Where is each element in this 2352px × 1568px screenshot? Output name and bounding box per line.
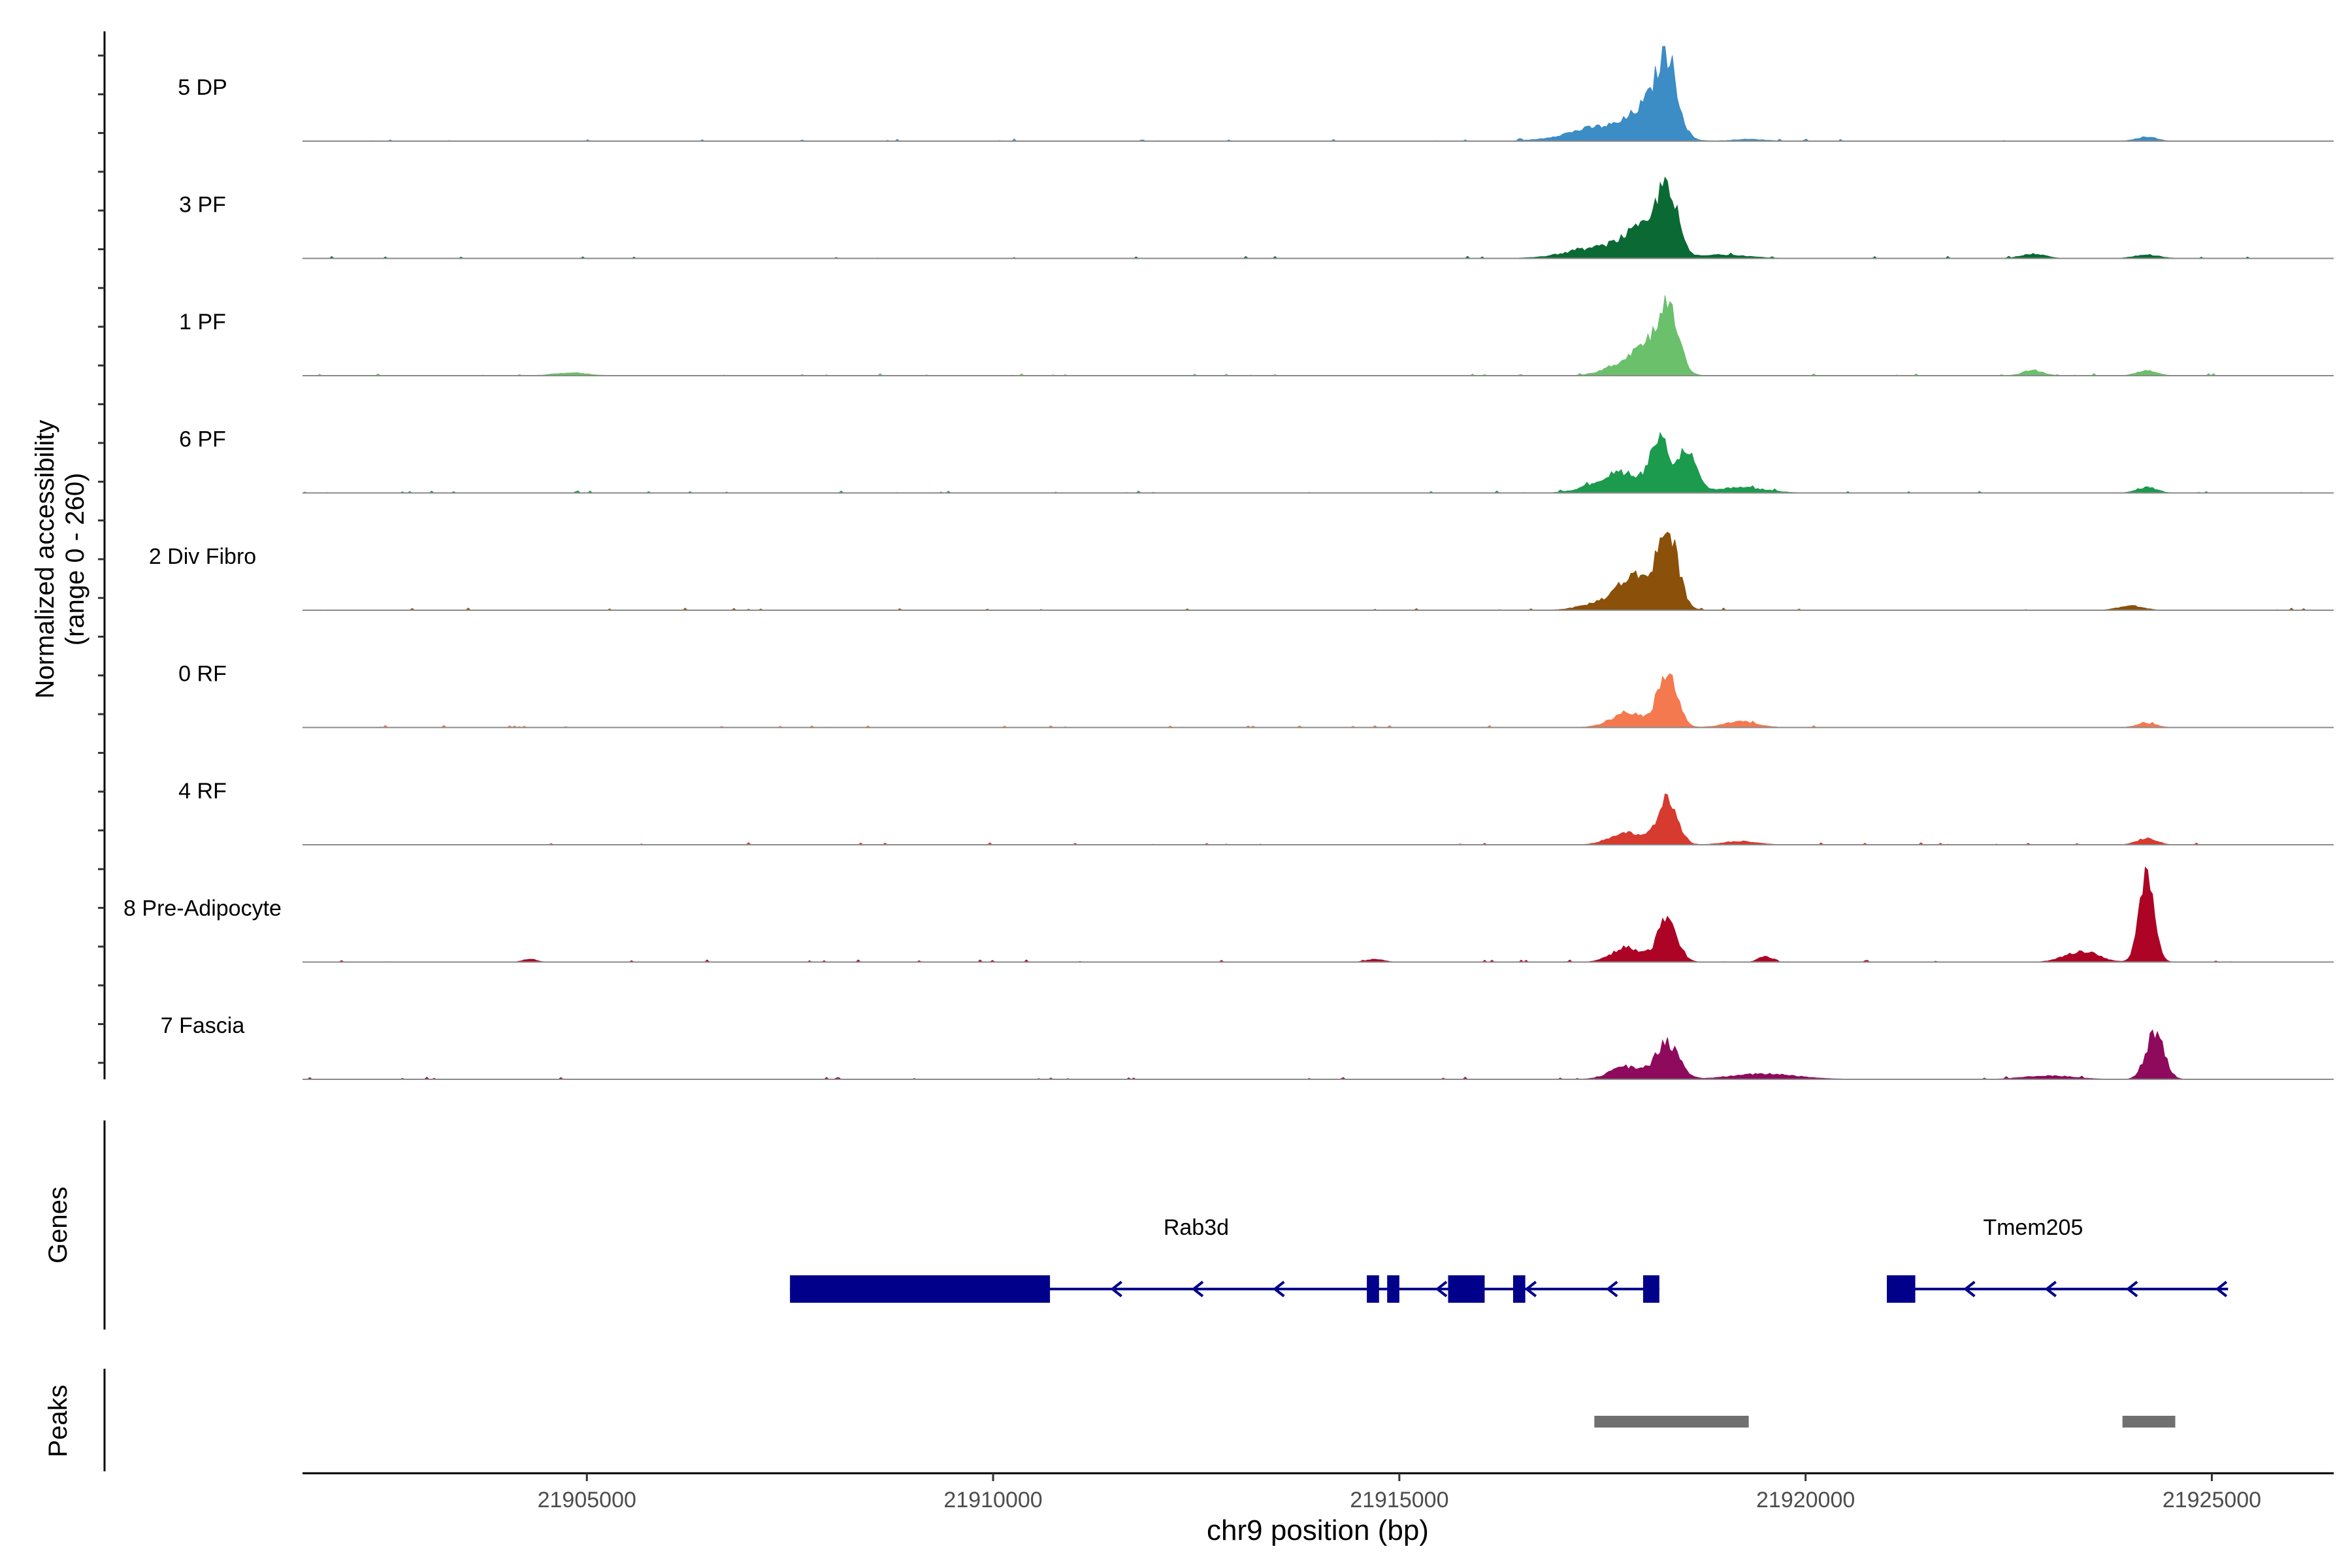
gene-exon: [1512, 1275, 1526, 1303]
track-4-rf: 4 RF: [178, 779, 2334, 845]
track-label: 8 Pre-Adipocyte: [123, 896, 282, 921]
gene-exon: [1448, 1275, 1485, 1303]
coverage-tracks: 5 DP 3 PF 1 PF 6 PF 2 Div Fibro 0 RF 4 RF 8 Pre…: [123, 46, 2334, 1080]
strand-arrow: [1963, 1281, 1976, 1298]
x-tick-label: 21905000: [538, 1488, 636, 1512]
track-label: 4 RF: [178, 779, 227, 804]
gene-exon: [1642, 1275, 1659, 1303]
gene-name-label: Rab3d: [1164, 1215, 1229, 1240]
track-6-pf: 6 PF: [179, 427, 2334, 494]
gene-exon: [790, 1275, 1051, 1303]
x-tick-label: 21920000: [1756, 1488, 1855, 1512]
strand-arrow: [1435, 1281, 1448, 1298]
track-8-pre-adipocyte: 8 Pre-Adipocyte: [123, 866, 2334, 963]
peak-region: [2122, 1416, 2176, 1428]
track-3-pf: 3 PF: [179, 176, 2334, 259]
track-1-pf: 1 PF: [179, 295, 2334, 376]
peak-annotation-track: [1594, 1416, 2176, 1428]
x-tick-label: 21910000: [943, 1488, 1042, 1512]
track-label: 6 PF: [179, 427, 226, 452]
gene-name-label: Tmem205: [1983, 1215, 2083, 1240]
track-label: 0 RF: [178, 662, 227, 687]
strand-arrow: [1524, 1281, 1537, 1298]
track-label: 1 PF: [179, 310, 226, 335]
track-5-dp: 5 DP: [178, 46, 2334, 142]
strand-arrow: [2044, 1281, 2057, 1298]
track-7-fascia: 7 Fascia: [161, 1013, 2334, 1080]
x-tick-label: 21915000: [1350, 1488, 1448, 1512]
gene-exon: [1367, 1275, 1379, 1303]
coverage-y-axis-ticks: [98, 54, 105, 1064]
gene-tmem205: Tmem205: [1887, 1215, 2229, 1303]
x-tick-label: 21925000: [2163, 1488, 2261, 1512]
strand-arrow: [1191, 1281, 1204, 1298]
x-axis-ticks: 21905000 21910000 21915000 21920000 21925000: [538, 1473, 2261, 1512]
gene-exon: [1887, 1275, 1916, 1303]
peak-region: [1594, 1416, 1749, 1428]
genes-panel-title: Genes: [44, 1186, 73, 1264]
peaks-panel-title: Peaks: [44, 1384, 73, 1457]
strand-arrow: [2125, 1281, 2138, 1298]
track-label: 5 DP: [178, 75, 227, 100]
track-label: 7 Fascia: [161, 1013, 245, 1038]
track-label: 2 Div Fibro: [149, 544, 256, 569]
strand-arrow: [1110, 1281, 1122, 1298]
x-axis-title: chr9 position (bp): [1207, 1514, 1429, 1546]
y-axis-title-line1: Normalized accessibility: [31, 420, 59, 699]
track-0-rf: 0 RF: [178, 662, 2334, 728]
gene-exon: [1387, 1275, 1399, 1303]
gene-rab3d: Rab3d: [790, 1215, 1659, 1303]
strand-arrow: [1605, 1281, 1618, 1298]
gene-annotation-track: Rab3d Tmem205: [790, 1215, 2229, 1303]
track-2-div-fibro: 2 Div Fibro: [149, 531, 2334, 611]
strand-arrow: [2215, 1281, 2228, 1298]
track-label: 3 PF: [179, 193, 226, 218]
strand-arrow: [1273, 1281, 1285, 1298]
y-axis-title-line2: (range 0 - 260): [61, 473, 90, 646]
